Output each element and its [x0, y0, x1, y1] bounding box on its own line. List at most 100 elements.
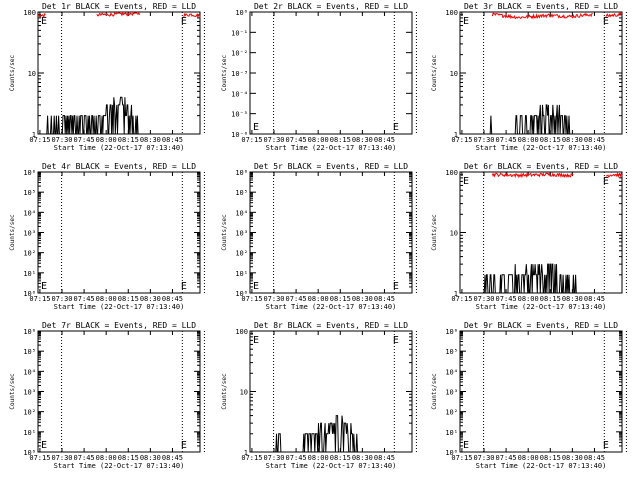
- y-tick-label: 10⁵: [445, 348, 458, 356]
- y-axis-label: Counts/sec: [9, 373, 16, 410]
- x-tick-label: 08:30: [352, 295, 373, 303]
- y-tick-label: 10⁴: [23, 368, 36, 376]
- plot-frame: [249, 171, 413, 294]
- x-tick-label: 08:15: [118, 295, 139, 303]
- e-marker: E: [463, 440, 469, 451]
- x-tick-label: 07:30: [473, 136, 494, 144]
- x-tick-label: 08:30: [562, 136, 583, 144]
- y-tick-label: 1: [454, 290, 458, 298]
- x-tick-label: 07:15: [241, 454, 262, 462]
- y-axis-label: Counts/sec: [221, 373, 228, 410]
- x-tick-label: 08:15: [540, 295, 561, 303]
- x-tick-label: 08:30: [352, 136, 373, 144]
- x-tick-label: 08:30: [562, 295, 583, 303]
- e-marker: E: [393, 335, 399, 346]
- x-axis-label: Start Time (22-Oct-17 07:13:40): [266, 303, 397, 311]
- x-axis-label: Start Time (22-Oct-17 07:13:40): [266, 144, 397, 152]
- y-axis-label: Counts/sec: [9, 214, 16, 251]
- e-marker: E: [603, 176, 609, 187]
- x-tick-label: 08:30: [562, 454, 583, 462]
- x-tick-label: 07:30: [51, 454, 72, 462]
- chart-title: Det 8r BLACK = Events, RED = LLD: [254, 321, 408, 330]
- events-series-line: [482, 104, 596, 135]
- x-tick-label: 07:30: [263, 295, 284, 303]
- x-tick-label: 08:30: [140, 454, 161, 462]
- x-tick-label: 07:15: [451, 136, 472, 144]
- x-tick-label: 08:15: [540, 454, 561, 462]
- chart-title: Det 3r BLACK = Events, RED = LLD: [464, 2, 618, 11]
- y-tick-label: 10³: [445, 389, 458, 397]
- x-axis-label: Start Time (22-Oct-17 07:13:40): [476, 303, 607, 311]
- y-tick-label: 10⁰: [235, 290, 248, 298]
- y-tick-label: 1: [32, 131, 36, 139]
- x-tick-label: 07:15: [241, 136, 262, 144]
- y-tick-label: 10⁰: [23, 290, 36, 298]
- y-tick-label: 10³: [23, 230, 36, 238]
- plot-frame: [459, 330, 623, 453]
- y-tick-label: 10⁶: [23, 328, 36, 336]
- x-tick-label: 08:30: [352, 454, 373, 462]
- x-tick-label: 08:00: [518, 454, 539, 462]
- y-tick-label: 10⁶: [23, 169, 36, 177]
- chart-panel-8: Det 8r BLACK = Events, RED = LLD 07:15 07:…: [221, 321, 417, 470]
- x-tick-label: 08:15: [330, 136, 351, 144]
- y-tick-label: 1: [244, 449, 248, 457]
- y-tick-label: 10: [28, 70, 36, 78]
- lld-series-line: [491, 171, 574, 179]
- y-tick-label: 10⁻⁶: [231, 131, 248, 139]
- e-marker: E: [463, 176, 469, 187]
- x-tick-label: 07:45: [74, 454, 95, 462]
- e-marker: E: [393, 281, 399, 292]
- x-tick-label: 08:00: [308, 295, 329, 303]
- y-tick-label: 10⁶: [445, 328, 458, 336]
- events-series-line: [272, 415, 365, 453]
- x-tick-label: 07:45: [286, 295, 307, 303]
- y-tick-label: 10¹: [23, 429, 36, 437]
- x-tick-label: 08:45: [162, 295, 183, 303]
- x-tick-label: 08:15: [330, 454, 351, 462]
- x-tick-label: 08:45: [374, 454, 395, 462]
- plot-frame: [37, 11, 201, 135]
- lld-series-line: [96, 11, 141, 17]
- y-tick-label: 10²: [23, 409, 36, 417]
- y-tick-label: 100: [235, 328, 248, 336]
- x-tick-label: 08:30: [140, 136, 161, 144]
- x-tick-label: 07:45: [74, 295, 95, 303]
- x-axis-label: Start Time (22-Oct-17 07:13:40): [54, 462, 185, 470]
- y-tick-label: 10⁰: [235, 9, 248, 17]
- x-tick-label: 08:15: [118, 454, 139, 462]
- e-marker: E: [603, 16, 609, 27]
- x-tick-label: 07:45: [286, 454, 307, 462]
- y-tick-label: 10: [240, 389, 248, 397]
- x-tick-label: 08:45: [584, 136, 605, 144]
- y-tick-label: 10⁻⁴: [231, 90, 248, 98]
- y-axis-label: Counts/sec: [431, 55, 438, 92]
- x-tick-label: 07:30: [473, 295, 494, 303]
- x-tick-label: 08:00: [518, 136, 539, 144]
- e-marker: E: [253, 335, 259, 346]
- plot-frame: [249, 330, 413, 453]
- y-tick-label: 10¹: [235, 270, 248, 278]
- x-tick-label: 08:15: [330, 295, 351, 303]
- chart-title: Det 4r BLACK = Events, RED = LLD: [42, 162, 196, 171]
- x-tick-label: 08:45: [374, 295, 395, 303]
- x-tick-label: 07:15: [451, 454, 472, 462]
- e-marker: E: [41, 440, 47, 451]
- x-axis-label: Start Time (22-Oct-17 07:13:40): [476, 144, 607, 152]
- y-tick-label: 10⁻³: [231, 70, 248, 78]
- y-tick-label: 10³: [235, 230, 248, 238]
- x-tick-label: 08:00: [308, 454, 329, 462]
- x-tick-label: 08:45: [162, 136, 183, 144]
- y-tick-label: 1: [454, 131, 458, 139]
- e-marker: E: [603, 440, 609, 451]
- x-tick-label: 07:45: [496, 295, 517, 303]
- x-tick-label: 08:45: [584, 295, 605, 303]
- y-tick-label: 10: [450, 230, 458, 238]
- x-tick-label: 08:00: [96, 295, 117, 303]
